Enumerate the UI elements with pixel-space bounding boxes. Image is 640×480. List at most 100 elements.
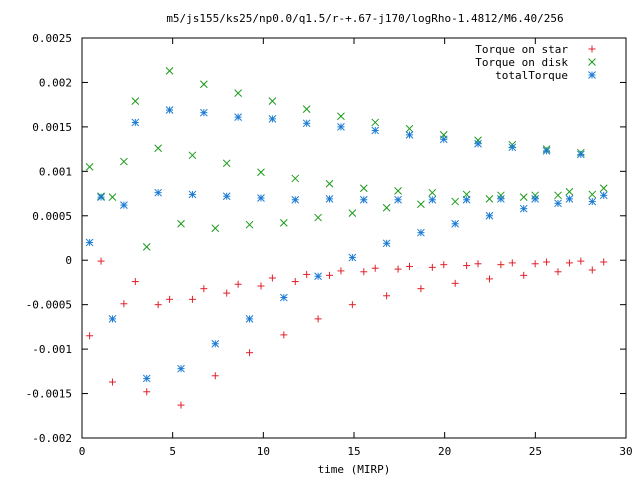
data-point — [405, 124, 414, 133]
data-point — [451, 279, 459, 287]
x-axis-label: time (MIRP) — [318, 463, 391, 476]
y-tick-label: -0.0015 — [26, 388, 72, 401]
data-point — [302, 119, 311, 128]
legend: Torque on star Torque on disk totalTorqu… — [475, 43, 596, 82]
data-point — [314, 272, 322, 281]
data-point — [142, 374, 151, 383]
data-point — [382, 203, 391, 212]
data-point — [577, 257, 585, 265]
data-point — [154, 188, 163, 197]
data-point — [211, 339, 220, 348]
data-point — [462, 195, 471, 204]
data-point — [222, 192, 231, 201]
legend-marker-symbol — [588, 58, 596, 66]
data-point — [131, 278, 139, 286]
data-point — [519, 204, 528, 213]
data-point — [474, 139, 482, 148]
legend-marker-symbol — [588, 45, 596, 53]
legend-label-2: totalTorque — [495, 69, 568, 82]
data-point — [120, 300, 128, 308]
data-point — [394, 187, 402, 195]
legend-label-1: Torque on disk — [475, 56, 568, 69]
data-point — [268, 115, 277, 123]
data-point — [326, 271, 334, 279]
data-point — [394, 195, 402, 204]
data-point — [234, 89, 242, 97]
y-tick-label: 0.0015 — [32, 121, 72, 134]
data-point — [485, 195, 494, 203]
data-point — [211, 224, 220, 233]
data-point — [337, 267, 345, 275]
data-point — [497, 191, 505, 200]
data-point — [142, 243, 151, 251]
data-point — [246, 349, 254, 357]
y-tick-label: 0 — [65, 254, 72, 267]
data-point — [576, 150, 585, 159]
data-point — [268, 274, 276, 282]
data-point — [371, 264, 379, 272]
data-point — [257, 168, 265, 177]
series-layer — [85, 67, 608, 409]
x-tick-label: 30 — [619, 445, 632, 458]
data-point — [428, 263, 436, 271]
data-point — [325, 179, 334, 188]
data-point — [165, 67, 174, 75]
data-point — [497, 195, 505, 203]
y-tick-label: 0.0005 — [32, 210, 72, 223]
data-point — [519, 193, 528, 201]
data-point — [348, 209, 357, 217]
data-point — [360, 268, 368, 276]
y-tick-label: -0.0005 — [26, 299, 72, 312]
x-tick-label: 10 — [257, 445, 270, 458]
data-point — [223, 289, 231, 297]
data-point — [543, 258, 551, 266]
data-point — [565, 187, 574, 196]
data-point — [245, 220, 254, 229]
data-point — [200, 80, 208, 89]
data-point — [417, 228, 425, 237]
y-tick-label: -0.001 — [32, 343, 72, 356]
x-tick-label: 25 — [529, 445, 542, 458]
data-point — [280, 331, 288, 339]
data-point — [508, 143, 517, 152]
data-point — [120, 157, 128, 166]
data-point — [268, 97, 277, 105]
data-point — [463, 262, 471, 270]
x-tick-label: 15 — [347, 445, 360, 458]
y-axis: -0.002 -0.0015 -0.001 -0.0005 0 0.0005 0.001 0.… — [26, 32, 626, 445]
data-point — [314, 315, 322, 323]
data-point — [428, 188, 437, 197]
data-point — [451, 219, 460, 228]
data-point — [371, 118, 380, 127]
data-point — [508, 259, 516, 267]
data-point — [554, 199, 562, 208]
data-point — [383, 292, 391, 300]
x-tick-label: 5 — [169, 445, 176, 458]
data-point — [451, 197, 460, 206]
legend-label-0: Torque on star — [475, 43, 568, 56]
data-point — [177, 401, 185, 409]
plot-frame — [81, 37, 627, 439]
data-point — [291, 174, 300, 183]
data-point — [439, 135, 448, 144]
data-point — [97, 257, 105, 265]
data-point — [348, 253, 357, 262]
x-axis: 0 5 10 15 20 25 30 — [79, 38, 633, 458]
series-2 — [85, 106, 608, 383]
y-tick-label: 0.002 — [39, 76, 72, 89]
data-point — [165, 106, 174, 114]
y-tick-label: 0.0025 — [32, 32, 72, 45]
data-point — [177, 219, 185, 228]
data-point — [303, 270, 311, 278]
data-point — [474, 260, 482, 268]
data-point — [314, 213, 322, 222]
data-point — [166, 295, 174, 303]
data-point — [177, 364, 185, 373]
data-point — [188, 151, 197, 160]
x-tick-label: 20 — [438, 445, 451, 458]
data-point — [222, 159, 231, 168]
data-point — [565, 195, 574, 203]
data-point — [154, 144, 163, 153]
data-point — [143, 388, 151, 396]
data-point — [485, 275, 493, 283]
